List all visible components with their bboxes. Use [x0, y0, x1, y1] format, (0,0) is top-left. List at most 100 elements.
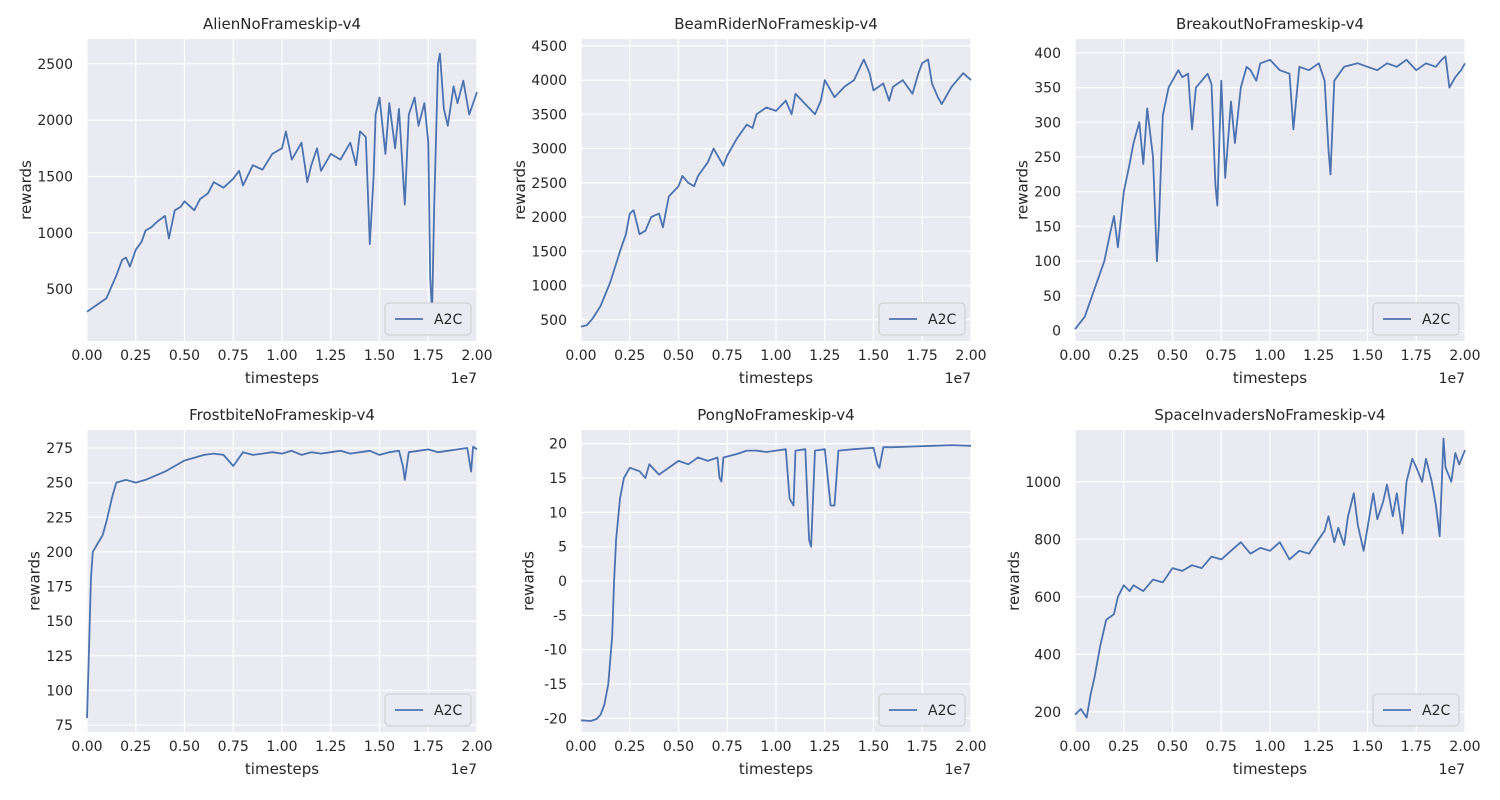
x-tick-label: 1.25 [809, 348, 840, 364]
legend-label: A2C [434, 312, 462, 328]
subplot-1: 0.00 0.25 0.50 0.75 1.00 1.25 1.50 1.75 2.00 500 1… [511, 15, 987, 387]
y-tick-label: 4000 [531, 73, 567, 89]
y-tick-label: -5 [553, 608, 567, 624]
y-tick-label: 225 [46, 510, 73, 526]
x-tick-label: 1.25 [315, 348, 346, 364]
legend-label: A2C [1422, 703, 1450, 719]
series-line-A2C [86, 52, 478, 313]
y-tick-label: 2000 [531, 210, 567, 226]
subplot-2: 0.00 0.25 0.50 0.75 1.00 1.25 1.50 1.75 2.00 0 50 1… [1014, 15, 1481, 387]
series-line-A2C [86, 445, 478, 719]
y-tick-label: 300 [1034, 115, 1061, 131]
x-offset-label: 1e7 [1439, 762, 1465, 778]
x-tick-label: 1.75 [1401, 348, 1432, 364]
y-tick-label: 200 [1034, 705, 1061, 721]
legend-label: A2C [434, 703, 462, 719]
y-tick-label: 500 [540, 313, 567, 329]
y-axis-label: rewards [1005, 551, 1023, 611]
x-tick-label: 1.25 [315, 739, 346, 755]
x-tick-label: 2.00 [955, 348, 986, 364]
y-tick-label: 400 [1034, 647, 1061, 663]
y-tick-label: -15 [544, 677, 567, 693]
x-tick-label: 1.75 [413, 348, 444, 364]
x-tick-label: 1.00 [266, 739, 297, 755]
y-axis-label: rewards [520, 551, 538, 611]
x-tick-label: 0.00 [565, 348, 596, 364]
y-tick-label: 1000 [531, 279, 567, 295]
x-axis-label: timesteps [245, 369, 319, 387]
x-tick-label: 0.50 [663, 739, 694, 755]
series-line-A2C [580, 58, 972, 328]
y-tick-label: 200 [1034, 185, 1061, 201]
subplot-4: 0.00 0.25 0.50 0.75 1.00 1.25 1.50 1.75 2.00 -20 -… [520, 406, 987, 778]
x-tick-label: 1.00 [1254, 739, 1285, 755]
legend-label: A2C [928, 312, 956, 328]
subplot-3: 0.00 0.25 0.50 0.75 1.00 1.25 1.50 1.75 2.00 75 10… [26, 406, 493, 778]
series-line-A2C [580, 444, 972, 722]
legend: A2C [878, 302, 966, 336]
x-tick-label: 1.25 [1303, 348, 1334, 364]
y-tick-label: 3000 [531, 142, 567, 158]
x-tick-label: 0.75 [712, 739, 743, 755]
x-tick-label: 1.50 [1352, 739, 1383, 755]
x-tick-label: 0.00 [1059, 348, 1090, 364]
x-tick-label: 0.75 [218, 348, 249, 364]
y-tick-label: 100 [46, 683, 73, 699]
x-tick-label: 0.50 [663, 348, 694, 364]
x-tick-label: 1.50 [858, 348, 889, 364]
x-axis-label: timesteps [739, 369, 813, 387]
y-tick-label: 150 [1034, 219, 1061, 235]
x-tick-label: 0.50 [169, 739, 200, 755]
x-tick-label: 0.75 [712, 348, 743, 364]
legend-box [1372, 693, 1460, 727]
x-offset-label: 1e7 [945, 762, 971, 778]
x-tick-label: 0.00 [1059, 739, 1090, 755]
legend: A2C [878, 693, 966, 727]
y-tick-label: 500 [46, 282, 73, 298]
series-line-A2C [1074, 55, 1466, 330]
y-tick-label: 2000 [37, 113, 73, 129]
x-tick-label: 0.25 [1108, 739, 1139, 755]
y-tick-label: 3500 [531, 107, 567, 123]
y-tick-label: 50 [1043, 289, 1061, 305]
x-axis-label: timesteps [1233, 369, 1307, 387]
chart-title: BeamRiderNoFrameskip-v4 [674, 15, 878, 33]
y-tick-label: 125 [46, 649, 73, 665]
subplot-0: 0.00 0.25 0.50 0.75 1.00 1.25 1.50 1.75 2.00 500 1… [17, 15, 493, 387]
x-tick-label: 1.75 [413, 739, 444, 755]
x-tick-label: 0.00 [71, 348, 102, 364]
x-tick-label: 2.00 [461, 348, 492, 364]
legend-box [1372, 302, 1460, 336]
x-tick-label: 1.25 [1303, 739, 1334, 755]
x-tick-label: 0.25 [1108, 348, 1139, 364]
x-offset-label: 1e7 [451, 371, 477, 387]
x-tick-label: 1.50 [858, 739, 889, 755]
y-tick-label: 250 [46, 476, 73, 492]
y-tick-label: 175 [46, 580, 73, 596]
x-tick-label: 0.75 [1206, 348, 1237, 364]
x-tick-label: 0.75 [218, 739, 249, 755]
x-tick-label: 1.00 [760, 348, 791, 364]
x-tick-label: 0.25 [614, 348, 645, 364]
x-offset-label: 1e7 [451, 762, 477, 778]
x-tick-label: 1.75 [907, 348, 938, 364]
x-tick-label: 0.00 [565, 739, 596, 755]
y-tick-label: 75 [55, 718, 73, 734]
x-tick-label: 1.75 [907, 739, 938, 755]
x-tick-label: 0.00 [71, 739, 102, 755]
y-tick-label: 4500 [531, 39, 567, 55]
y-tick-label: -20 [544, 711, 567, 727]
legend-label: A2C [1422, 312, 1450, 328]
x-offset-label: 1e7 [1439, 371, 1465, 387]
x-tick-label: 1.75 [1401, 739, 1432, 755]
chart-title: SpaceInvadersNoFrameskip-v4 [1154, 406, 1385, 424]
y-tick-label: 1000 [37, 226, 73, 242]
chart-title: BreakoutNoFrameskip-v4 [1176, 15, 1364, 33]
x-tick-label: 1.50 [1352, 348, 1383, 364]
y-tick-label: 15 [549, 471, 567, 487]
y-tick-label: 2500 [531, 176, 567, 192]
y-axis-label: rewards [1014, 160, 1032, 220]
legend-box [384, 302, 472, 336]
legend-box [878, 302, 966, 336]
